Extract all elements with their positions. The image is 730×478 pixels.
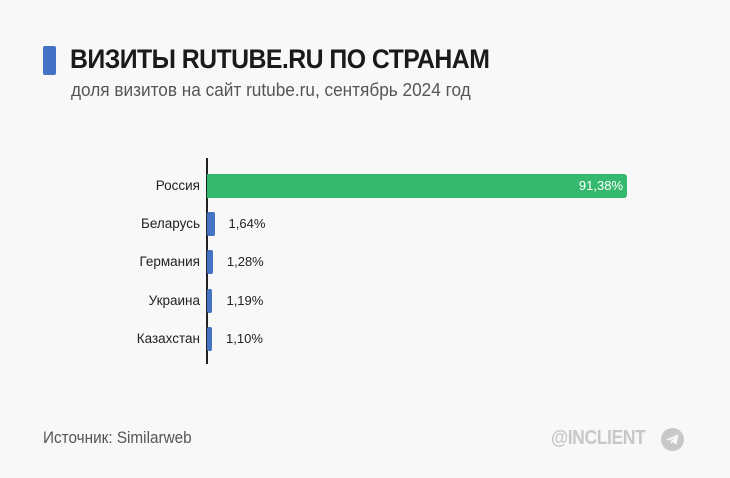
value-label: 91,38% (578, 178, 623, 193)
title-accent-bar (43, 46, 56, 75)
category-label: Беларусь (140, 216, 200, 231)
bar-row-germany: Германия 1,28% (0, 250, 730, 274)
category-label: Украина (148, 293, 200, 308)
brand-handle: @INCLIENT (551, 427, 646, 449)
bar (207, 250, 213, 274)
category-label: Германия (139, 254, 200, 269)
bar-row-belarus: Беларусь 1,64% (0, 212, 730, 236)
bar (207, 212, 215, 236)
category-label: Казахстан (136, 331, 200, 346)
value-label: 1,28% (226, 254, 264, 269)
bar (207, 174, 627, 198)
value-label: 1,19% (226, 293, 264, 308)
chart-subtitle: доля визитов на сайт rutube.ru, сентябрь… (71, 79, 471, 100)
y-axis-line (206, 158, 208, 364)
source-note: Источник: Similarweb (43, 428, 192, 447)
bar (207, 327, 213, 351)
value-label: 1,64% (228, 216, 266, 231)
value-label: 1,10% (226, 331, 263, 346)
chart-title: ВИЗИТЫ RUTUBE.RU ПО СТРАНАМ (70, 44, 490, 74)
bar (207, 289, 213, 313)
telegram-icon (661, 428, 684, 451)
bar-row-ukraine: Украина 1,19% (0, 289, 730, 313)
bar-row-kazakhstan: Казахстан 1,10% (0, 327, 730, 351)
bar-row-russia: Россия 91,38% (0, 174, 730, 198)
category-label: Россия (155, 178, 200, 193)
